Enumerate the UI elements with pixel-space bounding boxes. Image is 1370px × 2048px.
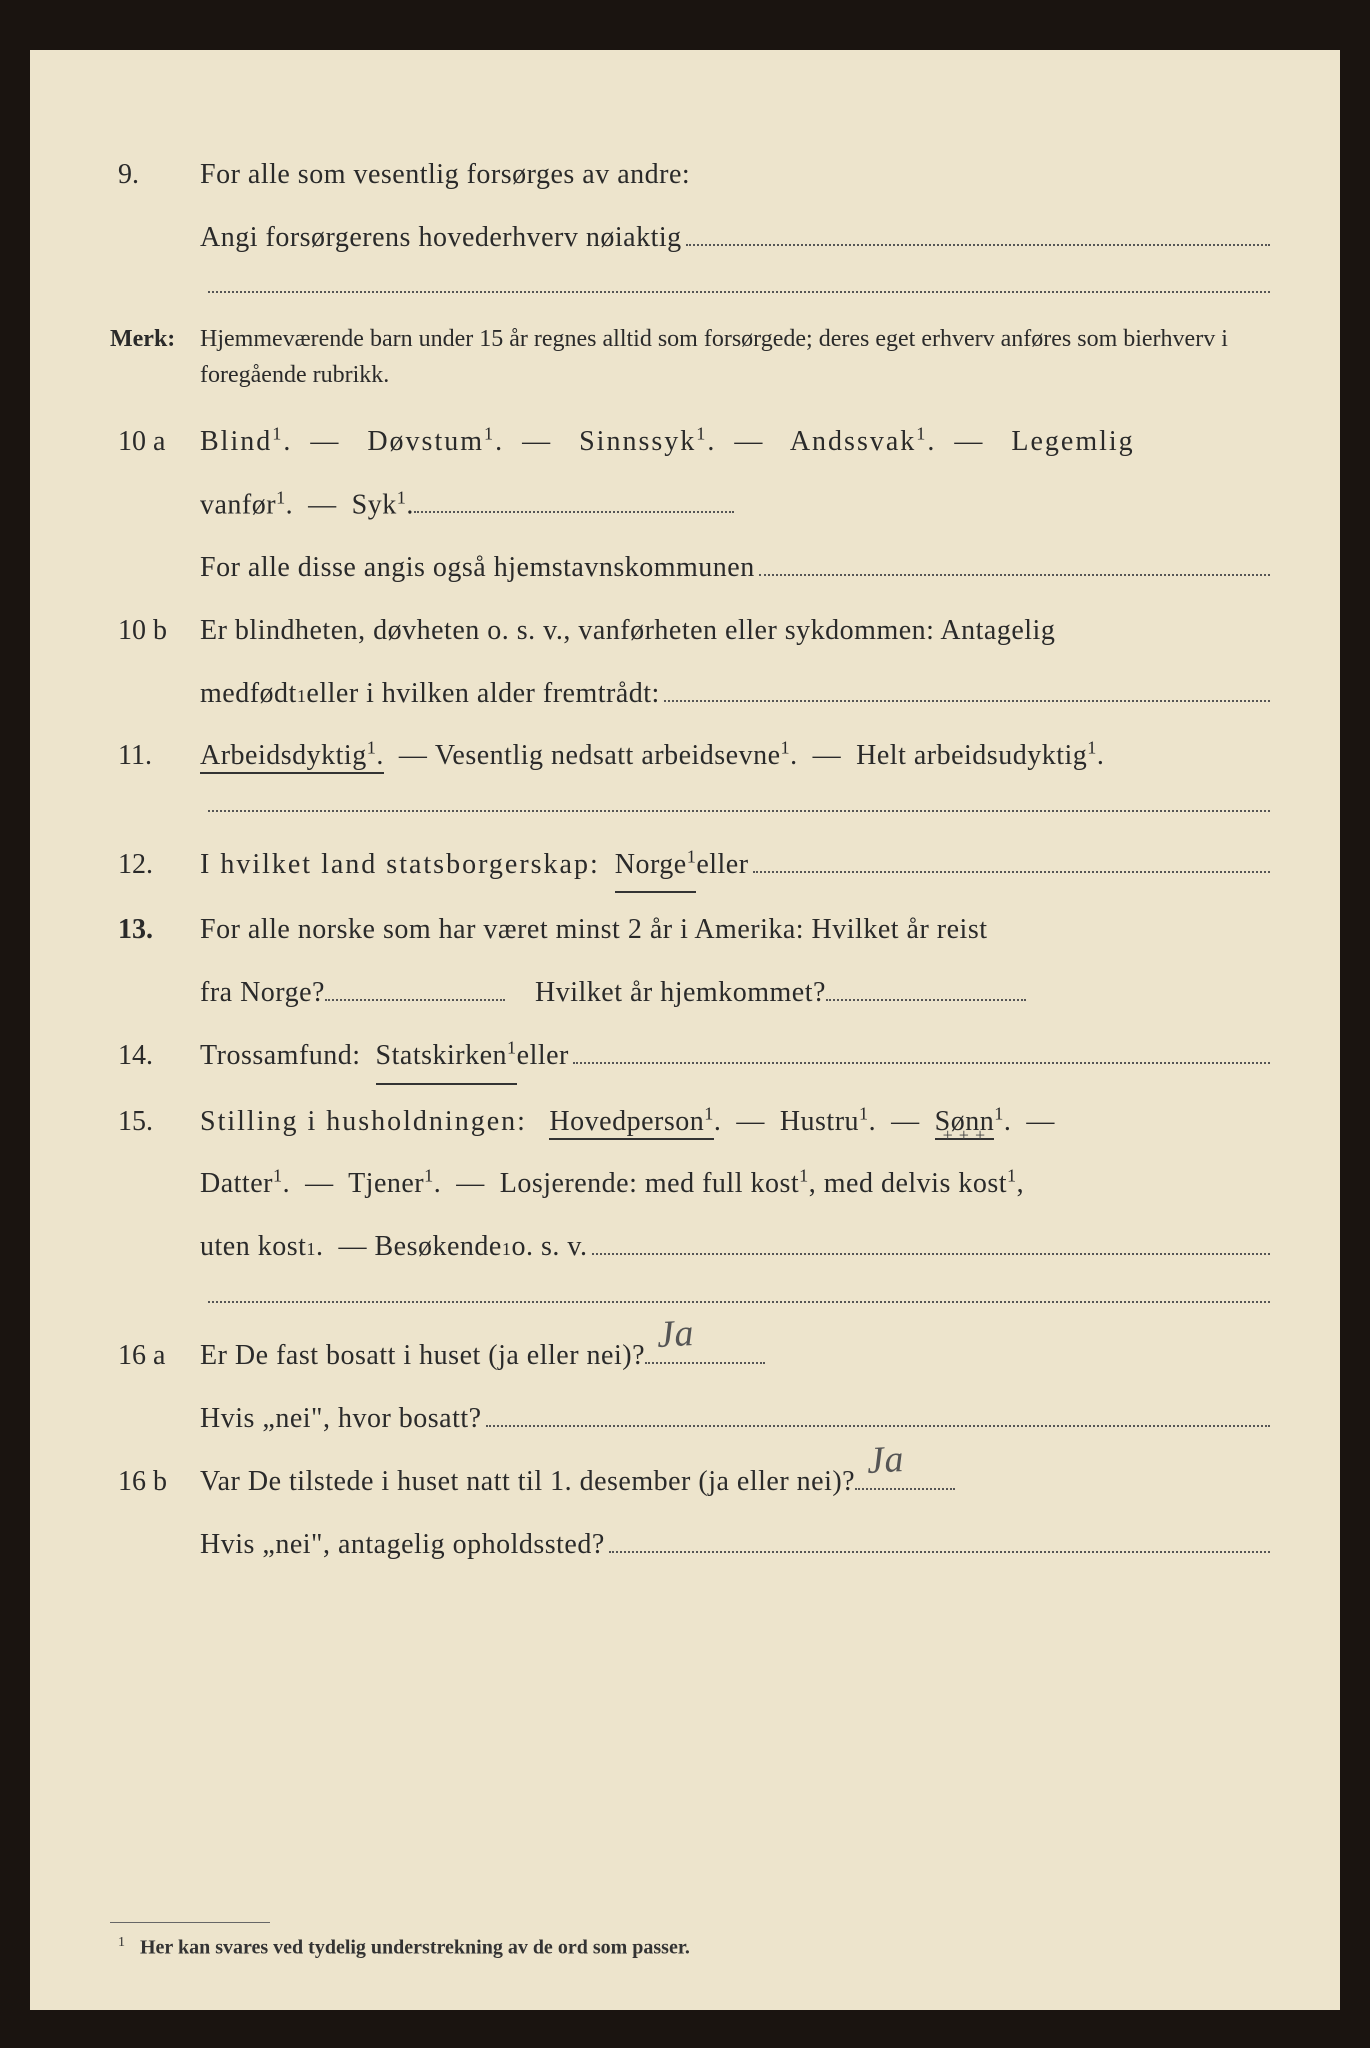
opt-besokende: Besøkende	[374, 1222, 501, 1272]
q16b-line2: Hvis „nei", antagelig opholdssted?	[200, 1520, 605, 1570]
opt-sinnssyk: Sinnssyk	[579, 426, 696, 457]
blank-line[interactable]	[753, 840, 1270, 874]
q10b-line1: Er blindheten, døvheten o. s. v., vanfør…	[200, 606, 1270, 656]
question-10b-line2: medfødt1 eller i hvilken alder fremtrådt…	[110, 668, 1270, 719]
q14-post: eller	[517, 1031, 569, 1081]
opt-sonn: Sønn	[935, 1106, 995, 1140]
opt-vanfor: vanfør	[200, 489, 276, 520]
opt-medfodt: medfødt	[200, 669, 297, 719]
blank-line[interactable]	[592, 1222, 1270, 1256]
blank-line[interactable]	[208, 291, 1270, 293]
merk-text: Hjemmeværende barn under 15 år regnes al…	[200, 321, 1270, 393]
question-15-line3: uten kost1. — Besøkende1 o. s. v.	[110, 1222, 1270, 1273]
question-9-line2: Angi forsørgerens hovederhverv nøiaktig	[110, 212, 1270, 263]
footnote-text: Her kan svares ved tydelig understreknin…	[140, 1937, 690, 1959]
opt-syk: Syk	[352, 489, 397, 520]
q16a-line1: Er De fast bosatt i huset (ja eller nei)…	[200, 1331, 645, 1381]
q9-number: 9.	[110, 150, 200, 200]
answer-field[interactable]: Ja	[855, 1457, 955, 1491]
opt-datter: Datter	[200, 1168, 273, 1199]
merk-label: Merk:	[110, 321, 200, 357]
blank-line[interactable]	[486, 1394, 1270, 1428]
footnote-area: 1 Her kan svares ved tydelig understrekn…	[110, 1832, 1270, 1960]
q14-number: 14.	[110, 1031, 200, 1081]
handwritten-ja: Ja	[647, 1298, 703, 1369]
blank-line[interactable]	[325, 968, 505, 1002]
opt-dovstum: Døvstum	[367, 426, 484, 457]
opt-uten-kost: uten kost	[200, 1222, 306, 1272]
q16b-line1: Var De tilstede i huset natt til 1. dese…	[200, 1457, 855, 1507]
document-page: 9. For alle som vesentlig forsørges av a…	[30, 50, 1340, 2010]
q12-post: eller	[696, 840, 748, 890]
q10b-line2-post: eller i hvilken alder fremtrådt:	[306, 669, 659, 719]
q16a-number: 16 a	[110, 1331, 200, 1381]
question-12: 12. I hvilket land statsborgerskap: Norg…	[110, 840, 1270, 894]
answer-field[interactable]: Ja	[645, 1331, 765, 1365]
q16a-line2: Hvis „nei", hvor bosatt?	[200, 1394, 482, 1444]
q9-line2-text: Angi forsørgerens hovederhverv nøiaktig	[200, 213, 682, 263]
q13-line1: For alle norske som har været minst 2 år…	[200, 905, 1270, 955]
handwritten-ja: Ja	[857, 1424, 913, 1495]
question-10a: 10 a Blind1. — Døvstum1. — Sinnssyk1. — …	[110, 417, 1270, 467]
q13-returned: Hvilket år hjemkommet?	[535, 968, 826, 1018]
question-9: 9. For alle som vesentlig forsørges av a…	[110, 150, 1270, 200]
q15-delvis: , med delvis kost	[809, 1168, 1007, 1199]
blank-line[interactable]	[208, 1301, 1270, 1303]
opt-arbeidsdyktig-selected: Arbeidsdyktig1.	[200, 740, 384, 774]
question-15-line2: Datter1. — Tjener1. — Losjerende: med fu…	[110, 1159, 1270, 1209]
q9-line1: For alle som vesentlig forsørges av andr…	[200, 150, 1270, 200]
q10a-line3-text: For alle disse angis også hjemstavnskomm…	[200, 543, 755, 593]
opt-statskirken-selected: Statskirken1	[376, 1031, 517, 1084]
opt-tjener: Tjener	[348, 1168, 424, 1199]
q10a-number: 10 a	[110, 417, 200, 467]
q13-number: 13.	[110, 905, 200, 955]
question-15: 15. Stilling i husholdningen: Hovedperso…	[110, 1097, 1270, 1147]
q15-pre: Stilling i husholdningen:	[200, 1106, 527, 1137]
q14-pre: Trossamfund:	[200, 1031, 361, 1081]
footnote-rule	[110, 1922, 270, 1923]
opt-hustru: Hustru	[780, 1106, 859, 1137]
q16b-number: 16 b	[110, 1457, 200, 1507]
question-13-line2: fra Norge? Hvilket år hjemkommet?	[110, 968, 1270, 1019]
blank-line[interactable]	[609, 1520, 1270, 1554]
opt-norge-selected: Norge1	[615, 840, 697, 893]
blank-line[interactable]	[664, 668, 1270, 702]
blank-line[interactable]	[414, 480, 734, 514]
opt-andssvak: Andssvak	[790, 426, 916, 457]
blank-line[interactable]	[686, 212, 1270, 246]
opt-blind: Blind	[200, 426, 272, 457]
question-10a-line2: vanfør1. — Syk1.	[110, 480, 1270, 531]
q15-number: 15.	[110, 1097, 200, 1147]
question-10a-line3: For alle disse angis også hjemstavnskomm…	[110, 543, 1270, 594]
opt-hovedperson-selected: Hovedperson1	[549, 1106, 713, 1140]
q15-osv: o. s. v.	[511, 1222, 587, 1272]
footnote-marker: 1	[118, 1935, 125, 1950]
q15-losjerende: Losjerende: med full kost	[500, 1168, 799, 1199]
question-16a: 16 a Er De fast bosatt i huset (ja eller…	[110, 1331, 1270, 1382]
footnote: 1 Her kan svares ved tydelig understrekn…	[118, 1935, 1270, 1960]
blank-line[interactable]	[759, 543, 1270, 577]
q12-pre: I hvilket land statsborgerskap:	[200, 840, 600, 890]
blank-line[interactable]	[208, 810, 1270, 812]
note-merk: Merk: Hjemmeværende barn under 15 år reg…	[110, 321, 1270, 393]
q13-from-norway: fra Norge?	[200, 968, 325, 1018]
question-16b-line2: Hvis „nei", antagelig opholdssted?	[110, 1520, 1270, 1571]
question-11: 11. Arbeidsdyktig1. — Vesentlig nedsatt …	[110, 731, 1270, 781]
question-13: 13. For alle norske som har været minst …	[110, 905, 1270, 955]
question-14: 14. Trossamfund: Statskirken1 eller	[110, 1031, 1270, 1085]
opt-nedsatt: Vesentlig nedsatt arbeidsevne	[435, 740, 781, 771]
q12-number: 12.	[110, 840, 200, 890]
opt-udyktig: Helt arbeidsudyktig	[856, 740, 1087, 771]
opt-legemlig: Legemlig	[1011, 426, 1134, 457]
q10b-number: 10 b	[110, 606, 200, 656]
blank-line[interactable]	[826, 968, 1026, 1002]
question-16a-line2: Hvis „nei", hvor bosatt?	[110, 1394, 1270, 1445]
q11-number: 11.	[110, 731, 200, 781]
question-10b: 10 b Er blindheten, døvheten o. s. v., v…	[110, 606, 1270, 656]
blank-line[interactable]	[573, 1031, 1270, 1065]
question-16b: 16 b Var De tilstede i huset natt til 1.…	[110, 1457, 1270, 1508]
